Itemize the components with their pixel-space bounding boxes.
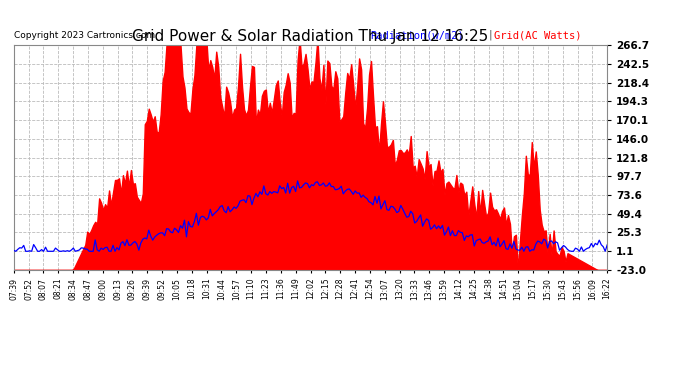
- Text: |: |: [489, 30, 492, 40]
- Text: Copyright 2023 Cartronics.com: Copyright 2023 Cartronics.com: [14, 32, 155, 40]
- Text: Radiation(w/m2): Radiation(w/m2): [370, 30, 464, 40]
- Text: Grid(AC Watts): Grid(AC Watts): [495, 30, 582, 40]
- Title: Grid Power & Solar Radiation Thu Jan 12 16:25: Grid Power & Solar Radiation Thu Jan 12 …: [132, 29, 489, 44]
